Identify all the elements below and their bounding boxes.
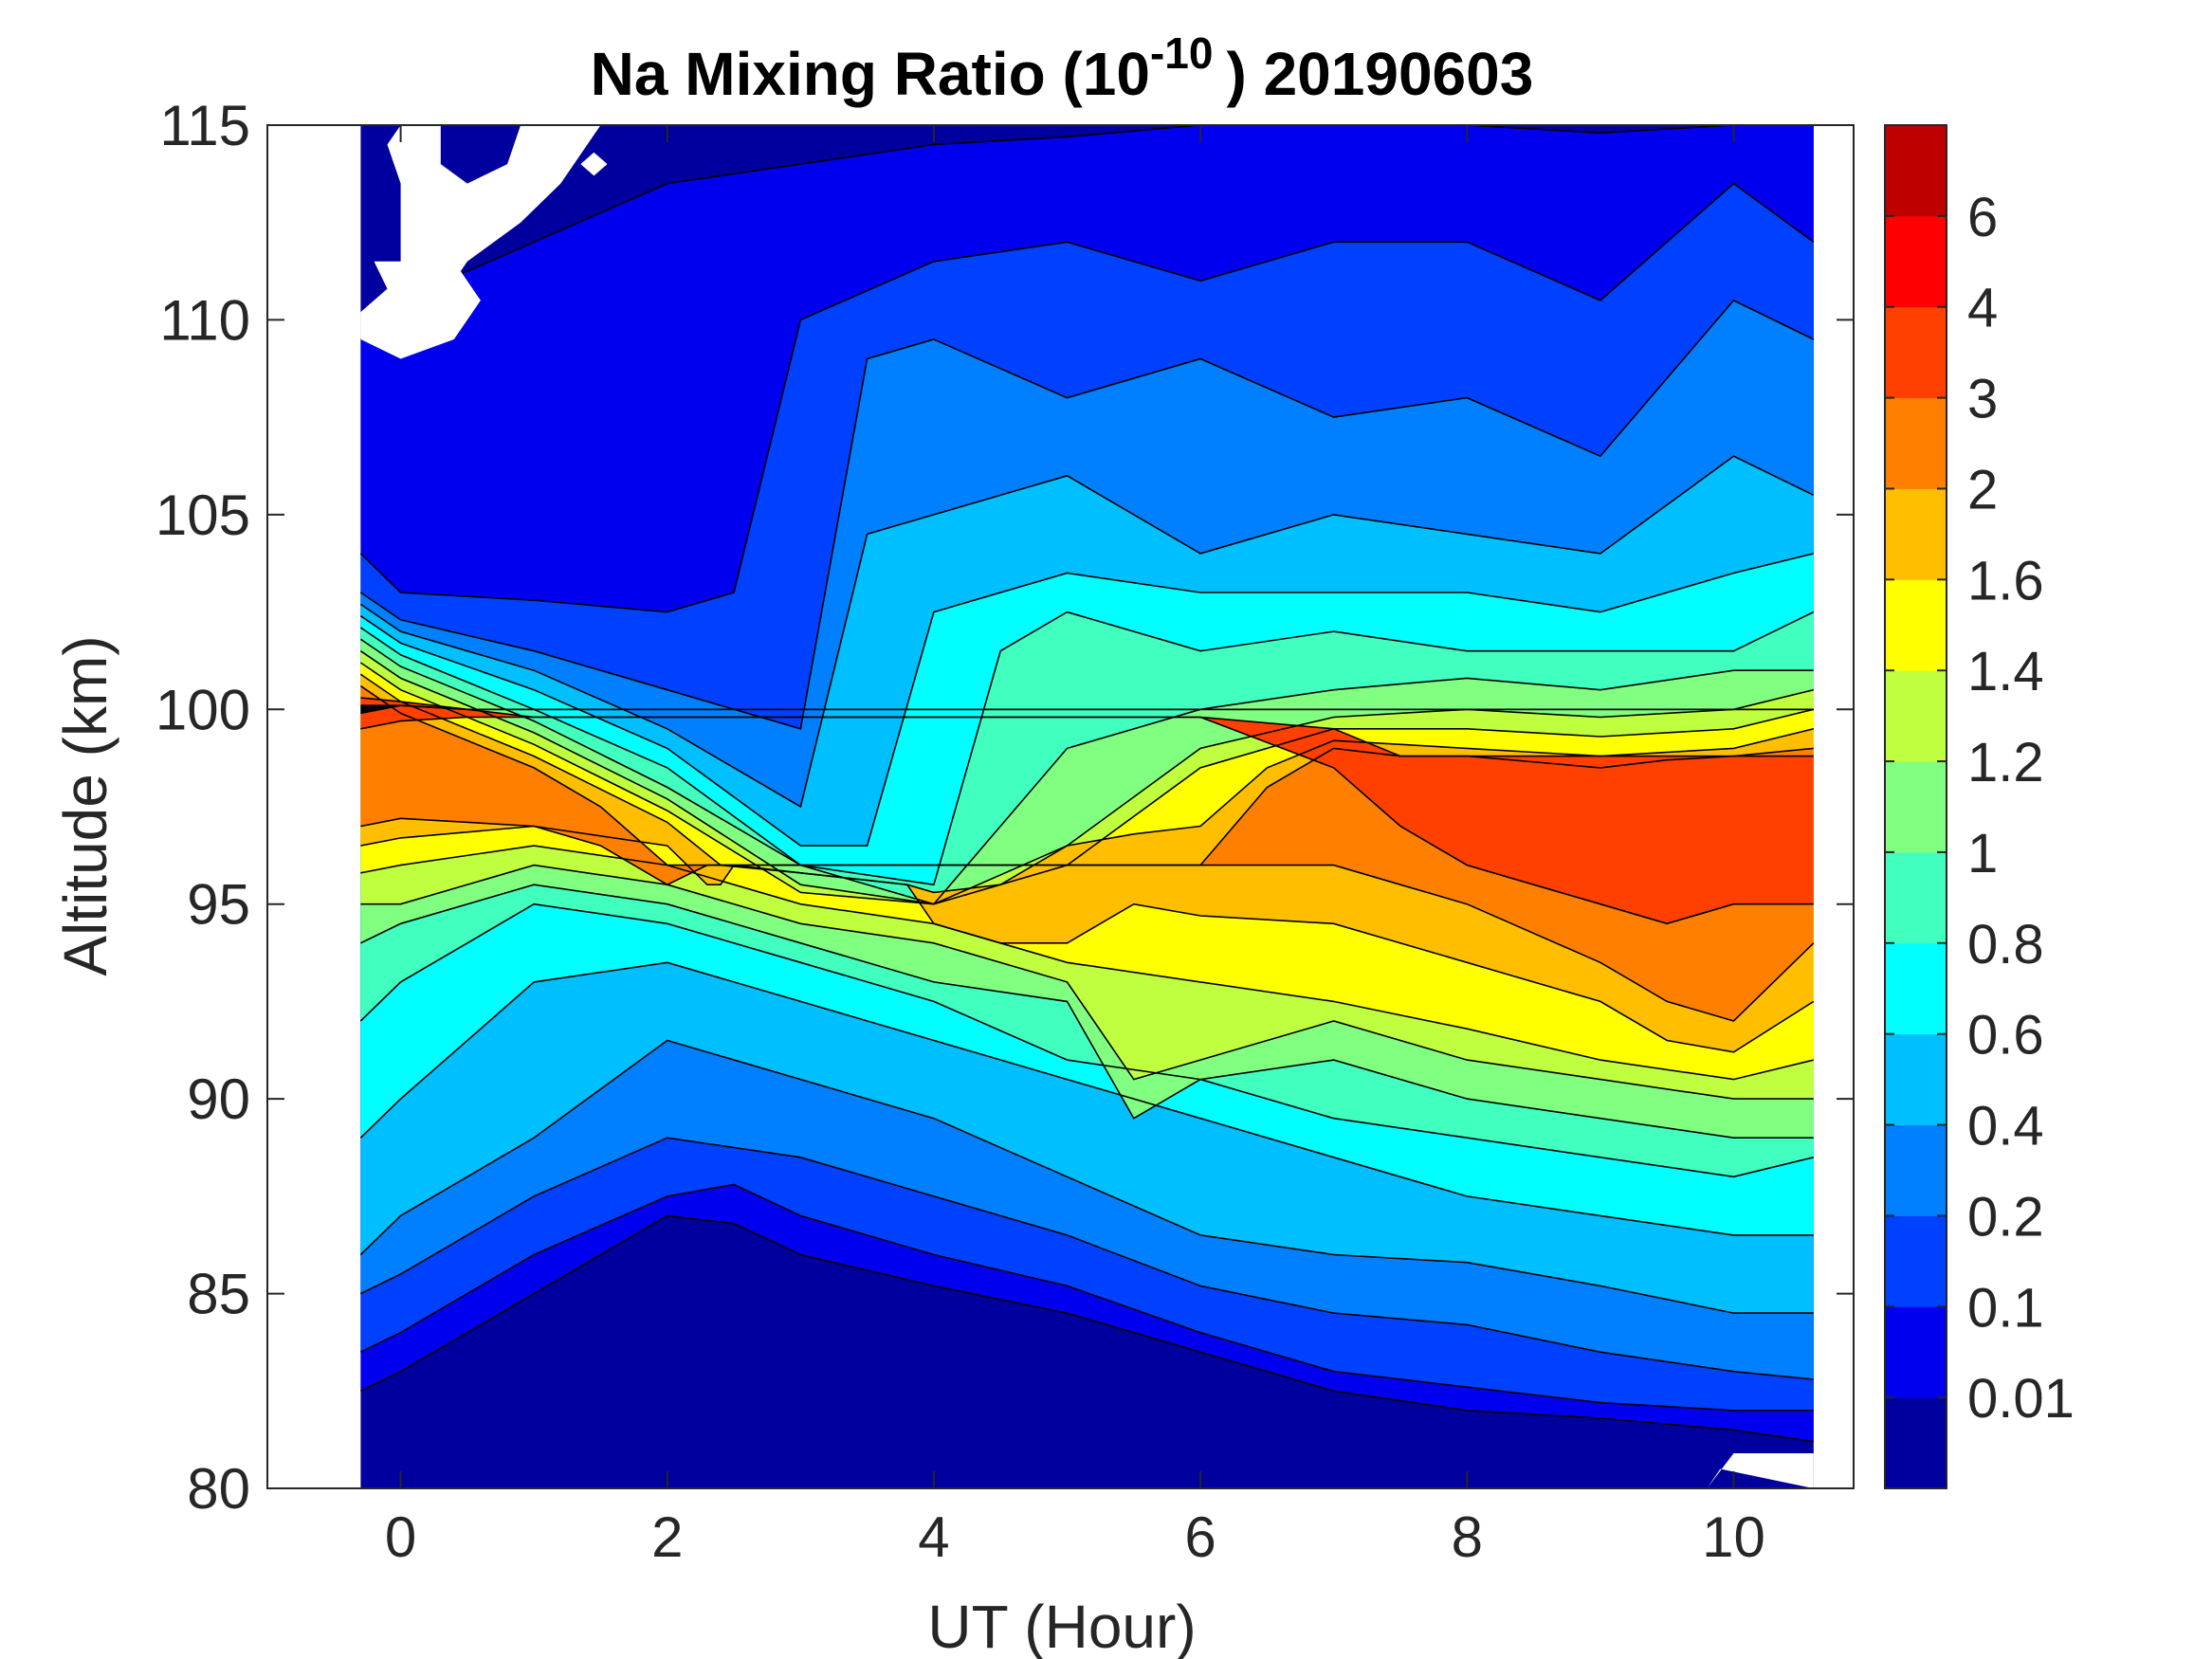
x-tick-label: 4	[918, 1505, 949, 1569]
colorbar-label: 1.6	[1967, 550, 2044, 611]
colorbar-band	[1885, 1397, 1947, 1489]
contour-line-lower-0_1	[360, 1183, 1814, 1412]
colorbar-band	[1885, 125, 1947, 217]
contour-line-upper-0_2	[359, 299, 1815, 730]
x-tick-label: 6	[1184, 1505, 1216, 1569]
x-axis-label: UT (Hour)	[927, 1593, 1196, 1659]
colorbar-band	[1885, 215, 1947, 308]
y-tick-label: 115	[159, 94, 250, 157]
colorbar-label: 0.2	[1967, 1186, 2044, 1248]
colorbar-label: 4	[1967, 278, 1998, 339]
colorbar-label: 0.01	[1967, 1368, 2075, 1430]
colorbar-label: 1.4	[1967, 641, 2044, 702]
colorbar-band	[1885, 397, 1947, 489]
contour-line-upper-3	[360, 697, 1814, 757]
no-data-patch-3	[1707, 1453, 1814, 1488]
contour-line-lower-0_01	[360, 1214, 1814, 1443]
colorbar-bands	[1885, 125, 1947, 1489]
x-tick-label: 0	[385, 1505, 416, 1569]
y-tick-label: 105	[155, 483, 250, 547]
plot-frame	[266, 124, 1855, 1489]
no-data-patch-0	[387, 125, 601, 301]
colorbar-label: 1.2	[1967, 732, 2044, 793]
contour-line-upper-0_8	[359, 611, 1815, 886]
contour-lines	[359, 124, 1815, 1443]
colorbar-label: 0.6	[1967, 1005, 2044, 1066]
x-axis-ticks: 0 2 4 6 8 10	[385, 125, 1765, 1569]
contour-line-upper-0_1	[359, 182, 1815, 613]
colorbar-band	[1885, 1124, 1947, 1216]
contour-line-lower-1	[360, 884, 1814, 1139]
colorbar-labels: 0.01 0.1 0.2 0.4 0.6 0.8 1 1.2 1.4 1.6 2 3 4 6	[1885, 187, 2075, 1430]
contour-line-lower-1_4	[360, 845, 1814, 1081]
y-axis-label: Altitude (km)	[51, 635, 119, 975]
colorbar: 0.01 0.1 0.2 0.4 0.6 0.8 1 1.2 1.4 1.6 2 3 4 6	[1884, 124, 2075, 1489]
colorbar-band	[1885, 761, 1947, 853]
colorbar-band	[1885, 1033, 1947, 1126]
colorbar-label: 2	[1967, 459, 1998, 520]
plot-area: 0 2 4 6 8 10 80 85 90 95 100 105 110 115	[155, 94, 1855, 1569]
x-tick-label: 2	[651, 1505, 683, 1569]
contour-band-3	[360, 698, 1814, 924]
contour-line-lower-1_2	[360, 864, 1814, 1100]
no-data-patch-2	[580, 152, 608, 176]
colorbar-band	[1885, 670, 1947, 762]
contour-fills	[360, 125, 1814, 1488]
y-tick-label: 85	[187, 1263, 250, 1326]
colorbar-label: 0.4	[1967, 1096, 2044, 1158]
y-tick-label: 95	[187, 873, 250, 937]
x-tick-label: 10	[1702, 1505, 1765, 1569]
colorbar-band	[1885, 851, 1947, 944]
colorbar-label: 3	[1967, 369, 1998, 430]
colorbar-band	[1885, 579, 1947, 671]
contour-line-upper-2	[359, 684, 1814, 866]
contour-line-upper-0_01	[359, 124, 1814, 340]
colorbar-label: 0.8	[1967, 914, 2044, 975]
contour-line-upper-4	[360, 704, 1814, 711]
y-axis-ticks: 80 85 90 95 100 105 110 115	[155, 94, 1854, 1521]
contour-line-lower-0_6	[359, 961, 1814, 1236]
colorbar-band	[1885, 1215, 1947, 1307]
colorbar-band	[1885, 942, 1947, 1035]
contour-line-upper-0_4	[359, 455, 1815, 809]
contour-line-lower-1_6	[360, 825, 1815, 1053]
contour-line-upper-0_6	[359, 553, 1814, 847]
y-tick-label: 100	[155, 678, 250, 741]
colorbar-band	[1885, 306, 1947, 399]
colorbar-frame	[1884, 124, 1947, 1489]
colorbar-label: 6	[1967, 187, 1998, 248]
chart-title-tail: ) 20190603	[1226, 40, 1533, 108]
contour-line-lower-0_2	[360, 1137, 1814, 1380]
chart-title-main: Na Mixing Ratio (10	[591, 40, 1150, 108]
contour-line-upper-1	[359, 638, 1814, 905]
colorbar-band	[1885, 1306, 1947, 1398]
y-tick-label: 80	[187, 1457, 250, 1521]
colorbar-label: 0.1	[1967, 1277, 2044, 1339]
contour-line-lower-0_4	[359, 1039, 1814, 1314]
y-tick-label: 110	[159, 288, 250, 352]
no-data-patch-1	[360, 261, 481, 359]
colorbar-label: 1	[1967, 823, 1998, 884]
chart-title: Na Mixing Ratio (10-10 ) 20190603	[591, 28, 1534, 108]
colorbar-band	[1885, 488, 1947, 580]
no-data-patches	[360, 125, 1814, 1488]
contour-line-lower-0_8	[359, 902, 1814, 1178]
y-tick-label: 90	[187, 1067, 250, 1131]
chart-title-exponent: -10	[1150, 28, 1213, 78]
x-tick-label: 8	[1452, 1505, 1483, 1569]
